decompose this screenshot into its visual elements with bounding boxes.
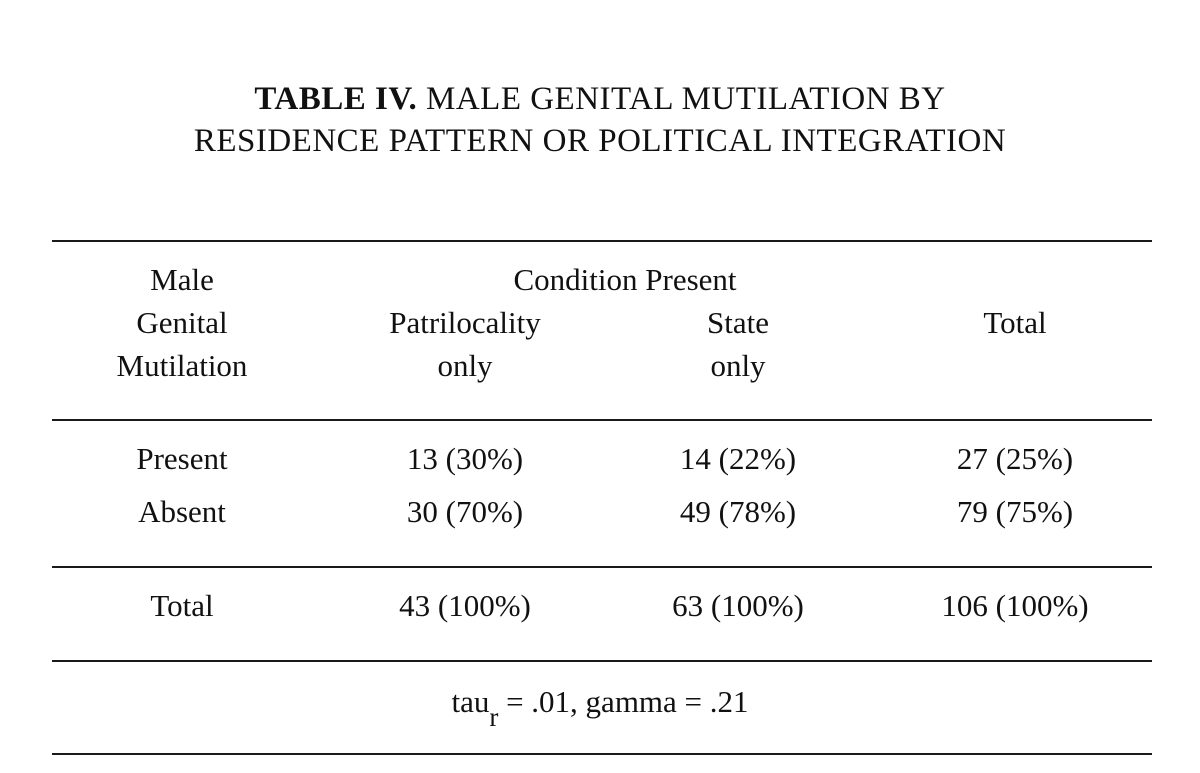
row-label-header-line-3: Mutilation (116, 348, 248, 383)
row-label-total: Total (150, 588, 214, 623)
table-title-line-1: TABLE IV. MALE GENITAL MUTILATION BY (0, 78, 1200, 120)
cell-absent-patrilocality: 30 (70%) (406, 494, 524, 529)
cell-absent-total: 79 (75%) (956, 494, 1074, 529)
row-label-present: Present (136, 441, 228, 476)
cell-present-state: 14 (22%) (679, 441, 797, 476)
row-label-absent: Absent (138, 494, 226, 529)
tau-symbol: tau (451, 684, 490, 719)
total-rule (52, 660, 1152, 662)
column-header-state-line-1: State (707, 305, 769, 340)
statistics-line: taur = .01, gamma = .21 (0, 682, 1200, 732)
group-header: Condition Present (513, 262, 737, 297)
top-rule (52, 240, 1152, 242)
cell-total-state: 63 (100%) (672, 588, 804, 623)
cell-absent-state: 49 (78%) (679, 494, 797, 529)
cell-present-total: 27 (25%) (956, 441, 1074, 476)
body-rule (52, 566, 1152, 568)
header-rule (52, 419, 1152, 421)
row-label-header-line-1: Male (150, 262, 214, 297)
bottom-rule (52, 753, 1152, 755)
table-title: TABLE IV. MALE GENITAL MUTILATION BY RES… (0, 78, 1200, 162)
column-header-patrilocality-line-2: only (437, 348, 493, 383)
table-number: TABLE IV. (254, 81, 418, 117)
column-header-state: State only (638, 301, 838, 387)
tau-subscript: r (489, 702, 499, 732)
cell-present-patrilocality: 13 (30%) (406, 441, 524, 476)
table-title-line-2: RESIDENCE PATTERN OR POLITICAL INTEGRATI… (193, 123, 1007, 159)
column-header-total: Total (983, 305, 1047, 340)
column-header-patrilocality-line-1: Patrilocality (389, 305, 541, 340)
row-label-header-line-2: Genital (136, 305, 228, 340)
column-header-state-line-2: only (710, 348, 766, 383)
cell-total-total: 106 (100%) (941, 588, 1089, 623)
table-title-text-1: MALE GENITAL MUTILATION BY (425, 81, 946, 117)
row-label-header: Male Genital Mutilation (82, 258, 282, 387)
column-header-patrilocality: Patrilocality only (340, 301, 590, 387)
cell-total-patrilocality: 43 (100%) (399, 588, 531, 623)
statistics-values: = .01, gamma = .21 (498, 684, 749, 719)
